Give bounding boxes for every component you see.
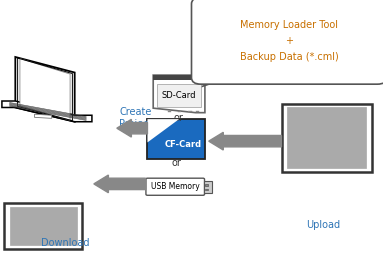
Polygon shape bbox=[15, 57, 75, 122]
Text: Memory Loader Tool: Memory Loader Tool bbox=[240, 19, 338, 30]
Polygon shape bbox=[178, 78, 228, 95]
Polygon shape bbox=[117, 119, 147, 137]
Polygon shape bbox=[147, 119, 179, 142]
FancyBboxPatch shape bbox=[4, 203, 82, 249]
Polygon shape bbox=[153, 75, 205, 113]
Text: Upload: Upload bbox=[306, 220, 341, 230]
FancyBboxPatch shape bbox=[153, 75, 205, 80]
Text: or: or bbox=[171, 158, 181, 168]
FancyBboxPatch shape bbox=[282, 104, 372, 172]
FancyBboxPatch shape bbox=[212, 77, 229, 78]
FancyBboxPatch shape bbox=[146, 178, 205, 195]
Text: Download: Download bbox=[41, 239, 89, 248]
Text: Backup Data (*.cml): Backup Data (*.cml) bbox=[240, 52, 339, 62]
FancyBboxPatch shape bbox=[157, 84, 201, 107]
Polygon shape bbox=[34, 114, 52, 118]
Polygon shape bbox=[2, 101, 92, 122]
FancyBboxPatch shape bbox=[205, 189, 208, 191]
Text: Create
Project: Create Project bbox=[119, 107, 153, 129]
Text: +: + bbox=[285, 36, 293, 46]
FancyBboxPatch shape bbox=[205, 184, 208, 185]
Polygon shape bbox=[94, 175, 146, 193]
Polygon shape bbox=[209, 132, 282, 150]
Text: or: or bbox=[174, 113, 184, 123]
Polygon shape bbox=[20, 59, 70, 120]
Text: USB Memory: USB Memory bbox=[151, 182, 200, 191]
Text: SD-Card: SD-Card bbox=[162, 91, 196, 100]
FancyBboxPatch shape bbox=[10, 207, 77, 245]
FancyBboxPatch shape bbox=[204, 181, 212, 193]
Text: CF-Card: CF-Card bbox=[165, 140, 201, 148]
FancyBboxPatch shape bbox=[287, 107, 366, 168]
FancyBboxPatch shape bbox=[147, 119, 205, 159]
FancyBboxPatch shape bbox=[192, 0, 383, 84]
